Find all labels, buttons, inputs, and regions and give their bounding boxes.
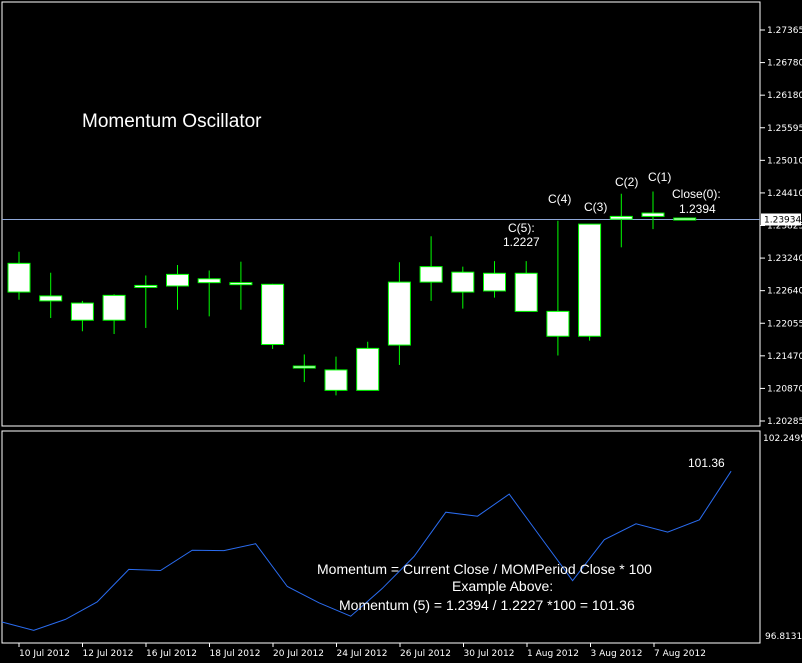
candle	[673, 217, 697, 221]
price-tick-label: 1.21470	[767, 352, 802, 362]
momentum-line	[1, 470, 732, 631]
price-tick-label: 1.24410	[767, 189, 802, 199]
candle-body	[609, 215, 633, 220]
momentum-value-label: 101.36	[688, 456, 725, 470]
candle-body	[292, 365, 316, 369]
price-tick-label: 1.22640	[767, 287, 802, 297]
date-tick-label: 20 Jul 2012	[273, 649, 324, 659]
candle	[609, 193, 633, 248]
price-tick-label: 1.27365	[767, 26, 802, 36]
current-price-line: 1.23934	[2, 213, 801, 226]
candle	[261, 283, 285, 349]
candle-body	[39, 295, 63, 302]
date-tick-label: 3 Aug 2012	[591, 649, 643, 659]
price-tick-label: 1.26180	[767, 91, 802, 101]
price-tick-label: 1.23240	[767, 254, 802, 264]
candle-body	[324, 369, 348, 391]
indicator-axis: 102.2495 96.8131	[763, 434, 802, 642]
price-panel	[1, 1, 761, 427]
date-tick-label: 10 Jul 2012	[19, 649, 70, 659]
candle-body	[229, 282, 253, 286]
candle	[102, 294, 126, 335]
indicator-max-label: 102.2495	[763, 434, 802, 444]
candle	[7, 251, 31, 300]
candle-body	[356, 347, 380, 391]
candlestick-series	[7, 191, 697, 396]
annotation-c5-value: 1.2227	[503, 235, 540, 249]
candle	[387, 262, 411, 365]
formula-line-1: Momentum = Current Close / MOMPeriod Clo…	[317, 561, 652, 577]
candle-body	[261, 283, 285, 346]
price-tick-label: 1.25595	[767, 124, 802, 134]
candle	[578, 223, 602, 341]
candle	[229, 261, 253, 310]
candle-body	[134, 284, 158, 288]
formula-line-2: Example Above:	[452, 578, 553, 594]
candle	[483, 261, 506, 298]
date-tick-label: 7 Aug 2012	[654, 649, 706, 659]
annotation-c1: C(1)	[648, 170, 671, 184]
price-axis: 1.27365 1.26780 1.26180 1.25595 1.25010 1.244…	[760, 26, 802, 427]
candle-body	[483, 272, 506, 292]
indicator-min-label: 96.8131	[765, 632, 802, 642]
current-price-tag	[761, 213, 801, 226]
date-tick-label: 12 Jul 2012	[83, 649, 134, 659]
candle	[514, 261, 538, 312]
annotation-close0: Close(0):	[672, 187, 721, 201]
candle-body	[197, 278, 221, 284]
indicator-panel	[1, 430, 761, 644]
date-tick-label: 24 Jul 2012	[337, 649, 388, 659]
candle-body	[166, 273, 189, 287]
date-tick-label: 16 Jul 2012	[146, 649, 197, 659]
candle	[39, 272, 63, 319]
price-tick-label: 1.23825	[767, 222, 802, 232]
candle	[197, 270, 221, 317]
annotation-c4: C(4)	[548, 192, 571, 206]
formula-line-3: Momentum (5) = 1.2394 / 1.2227 *100 = 10…	[339, 597, 635, 613]
candle	[134, 275, 158, 328]
date-tick-label: 18 Jul 2012	[210, 649, 261, 659]
date-tick-label: 30 Jul 2012	[464, 649, 515, 659]
candle-body	[70, 302, 94, 321]
candle	[324, 356, 348, 396]
current-price-label: 1.23934	[764, 216, 801, 226]
price-tick-label: 1.25010	[767, 156, 802, 166]
candle	[70, 300, 94, 332]
candle	[356, 341, 380, 391]
date-tick-label: 1 Aug 2012	[527, 649, 579, 659]
candle-body	[514, 272, 538, 312]
candle	[292, 354, 316, 383]
price-tick-label: 1.20285	[767, 417, 802, 427]
date-axis: 10 Jul 2012 12 Jul 2012 16 Jul 2012 18 Jul …	[18, 643, 706, 659]
annotation-c2: C(2)	[615, 175, 638, 189]
price-tick-label: 1.26780	[767, 59, 802, 69]
candle	[166, 264, 189, 310]
candle-body	[387, 281, 411, 346]
date-tick-label: 26 Jul 2012	[400, 649, 451, 659]
candle-body	[102, 294, 126, 321]
candle-body	[419, 266, 443, 283]
annotation-c3: C(3)	[584, 200, 607, 214]
candle-body	[451, 271, 475, 293]
price-tick-label: 1.20870	[767, 384, 802, 394]
annotation-c5: C(5):	[508, 221, 535, 235]
candle	[451, 266, 475, 309]
annotation-close0-value: 1.2394	[679, 202, 716, 216]
candle-body	[578, 223, 602, 337]
candle	[419, 236, 443, 301]
candle	[641, 191, 665, 230]
chart-title: Momentum Oscillator	[82, 111, 262, 132]
price-tick-label: 1.22055	[767, 319, 802, 329]
candle-body	[7, 262, 31, 293]
momentum-series	[1, 470, 732, 631]
candle-body	[546, 310, 570, 337]
candle-body	[673, 217, 697, 221]
candle-body	[641, 212, 665, 217]
candle	[546, 220, 570, 356]
